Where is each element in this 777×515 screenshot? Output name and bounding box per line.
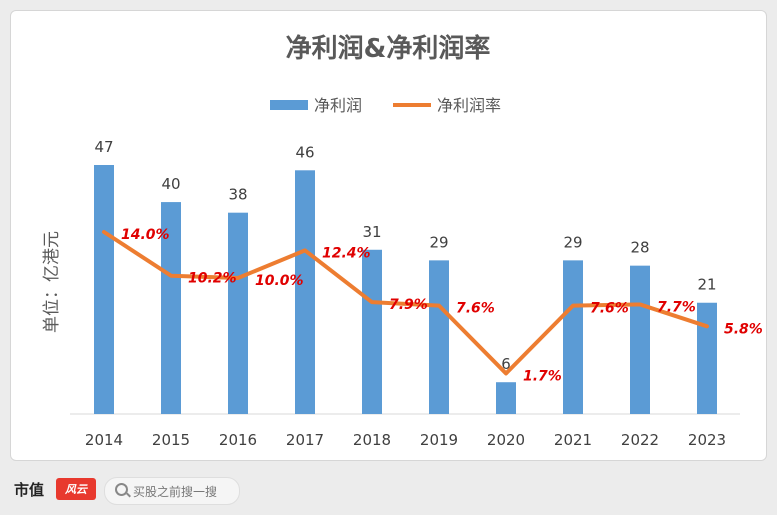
bar-2019 xyxy=(429,260,449,414)
bar-label-2019: 29 xyxy=(429,233,448,251)
margin-line xyxy=(102,230,709,376)
brand-text: 市值 xyxy=(14,481,45,499)
margin-label-2014: 14.0% xyxy=(121,227,170,243)
margin-label-2020: 1.7% xyxy=(523,368,562,384)
bar-series xyxy=(94,165,717,414)
margin-label-2019: 7.6% xyxy=(456,301,495,317)
margin-label-2016: 10.0% xyxy=(255,273,304,289)
margin-label-2017: 12.4% xyxy=(322,245,371,261)
brand-logo: 风云 xyxy=(56,478,96,500)
search-box[interactable]: 买股之前搜一搜 xyxy=(104,477,240,505)
bar-label-2023: 21 xyxy=(697,276,716,294)
margin-label-2018: 7.9% xyxy=(389,297,428,313)
x-tick-2017: 2017 xyxy=(286,431,324,449)
x-tick-2016: 2016 xyxy=(219,431,257,449)
bar-label-2014: 47 xyxy=(94,138,113,156)
bar-label-2016: 38 xyxy=(228,186,247,204)
legend-bar-swatch xyxy=(270,100,308,110)
margin-value-labels: 14.0% 10.2% 10.0% 12.4% 7.9% 7.6% 1.7% 7.6% 7.7%… xyxy=(121,227,763,384)
bar-2017 xyxy=(295,170,315,414)
bar-2016 xyxy=(228,212,248,414)
x-tick-2015: 2015 xyxy=(152,431,190,449)
x-tick-2014: 2014 xyxy=(85,431,123,449)
bar-value-labels: 47 40 38 46 31 29 6 29 28 21 xyxy=(94,138,716,373)
margin-label-2015: 10.2% xyxy=(188,271,237,287)
legend-line-label: 净利润率 xyxy=(437,96,501,115)
bar-label-2018: 31 xyxy=(362,223,381,241)
chart: 净利润&净利润率 净利润 净利润率 单位：亿港元 47 40 38 46 31 29 6 29… xyxy=(42,33,763,449)
chart-title: 净利润&净利润率 xyxy=(286,33,491,64)
bar-label-2022: 28 xyxy=(630,239,649,257)
search-icon xyxy=(115,483,128,496)
bar-2015 xyxy=(161,202,181,414)
bar-label-2017: 46 xyxy=(295,143,314,161)
bar-2022 xyxy=(630,265,650,414)
margin-label-2023: 5.8% xyxy=(724,321,763,337)
x-tick-2022: 2022 xyxy=(621,431,659,449)
x-tick-2018: 2018 xyxy=(353,431,391,449)
bar-2014 xyxy=(94,165,114,414)
x-tick-2023: 2023 xyxy=(688,431,726,449)
bar-2023 xyxy=(697,302,717,414)
bar-2020 xyxy=(496,382,516,414)
legend-bar-label: 净利润 xyxy=(314,96,362,115)
x-tick-2021: 2021 xyxy=(554,431,592,449)
bar-label-2021: 29 xyxy=(563,233,582,251)
margin-label-2021: 7.6% xyxy=(590,301,629,317)
x-tick-labels: 2014 2015 2016 2017 2018 2019 2020 2021 2022 2023 xyxy=(85,431,726,449)
y-axis-label: 单位：亿港元 xyxy=(42,231,62,333)
search-placeholder: 买股之前搜一搜 xyxy=(133,485,218,499)
margin-label-2022: 7.7% xyxy=(657,299,696,315)
bar-label-2015: 40 xyxy=(161,175,180,193)
x-tick-2019: 2019 xyxy=(420,431,458,449)
x-tick-2020: 2020 xyxy=(487,431,525,449)
bar-2018 xyxy=(362,249,382,414)
bar-2021 xyxy=(563,260,583,414)
bar-label-2020: 6 xyxy=(501,355,511,373)
footer-bar: 市值 风云 买股之前搜一搜 xyxy=(0,464,777,515)
